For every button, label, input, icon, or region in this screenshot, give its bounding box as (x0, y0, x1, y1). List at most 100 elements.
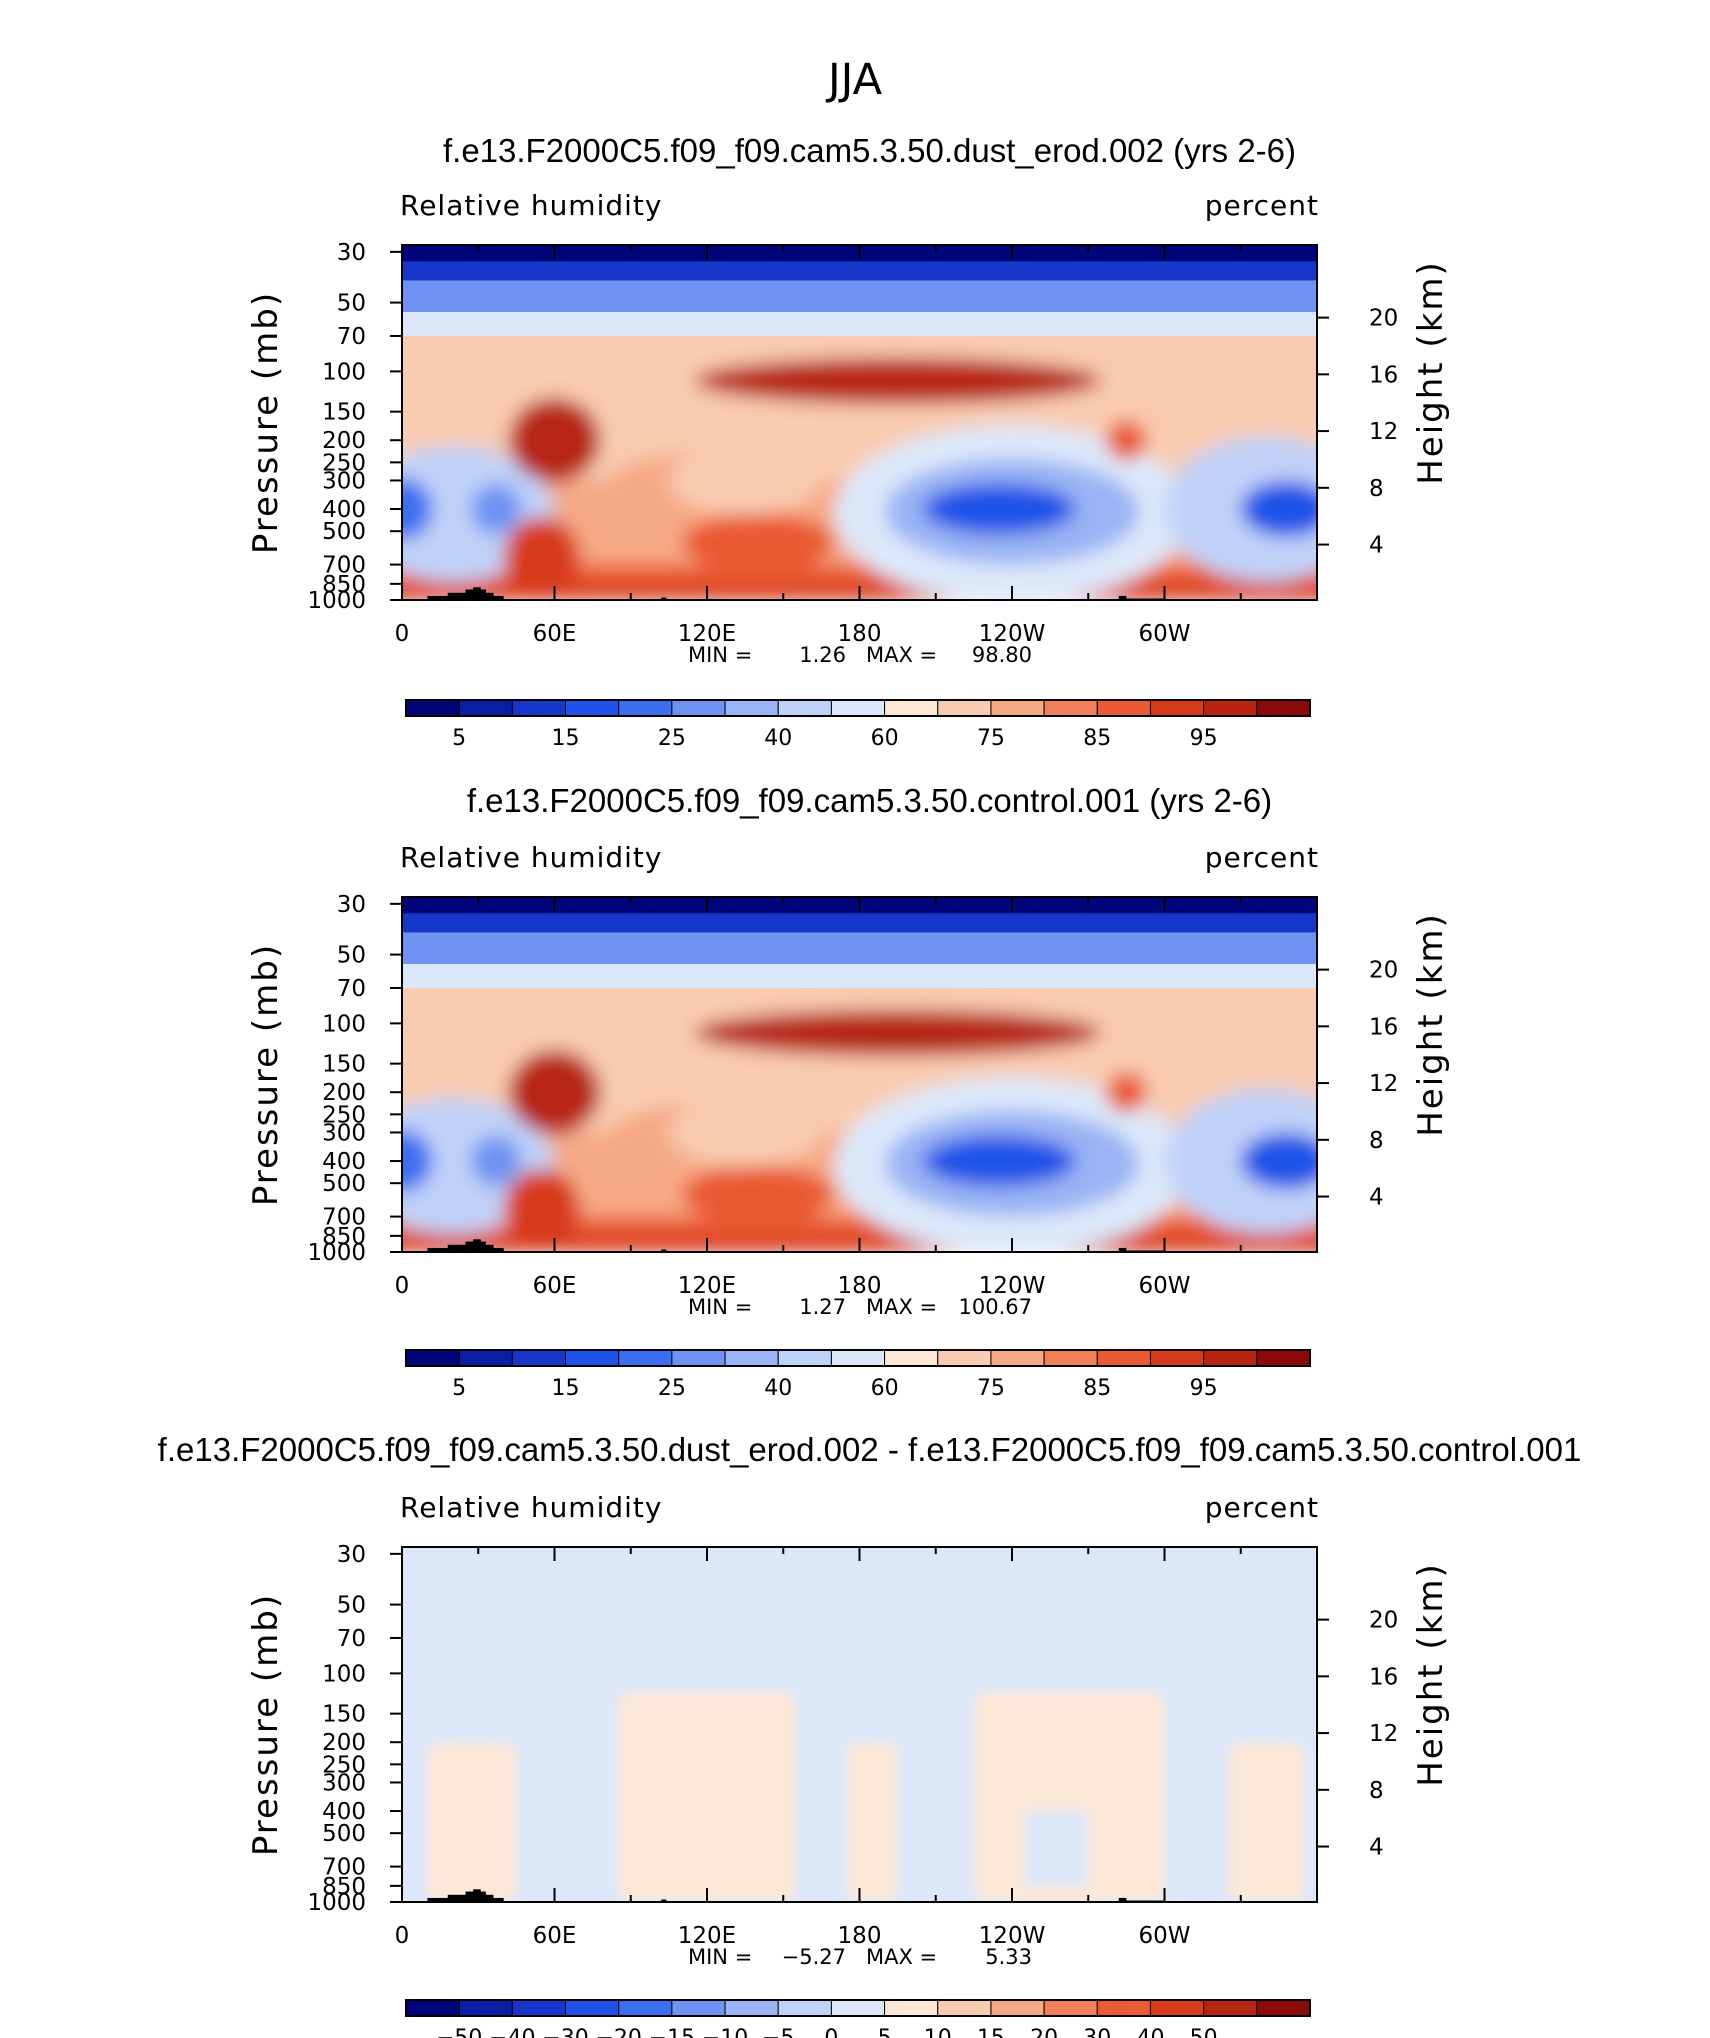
x-tick-label: 60W (1138, 1923, 1190, 1949)
colorbar-label: 85 (1083, 1376, 1111, 1401)
rh-moist-center-india (508, 398, 601, 483)
rh-dry-center-ep (923, 483, 1076, 535)
x-tick-label: 60E (533, 1923, 577, 1949)
terrain-mask (661, 1899, 667, 1902)
rh-moist-column-india (503, 1168, 580, 1250)
colorbar-label: 20 (1030, 2026, 1058, 2038)
y-tick-label: 250 (322, 450, 366, 476)
panel-dust-erod: 5 15 25 40 60 75 85 95f.e13.F2000C5.f09_f09.cam… (246, 132, 1451, 751)
y-tick-label: 50 (337, 1593, 366, 1619)
colorbar-swatch (937, 1999, 992, 2017)
max-label: MAX = (866, 1945, 937, 1969)
y-tick-label-right: 20 (1369, 306, 1398, 332)
colorbar-label: −20 (595, 2026, 641, 2038)
rh-upper-wp (668, 1098, 822, 1167)
y-tick-label: 400 (322, 1799, 366, 1825)
colorbar-label: 75 (977, 726, 1005, 751)
variable-label: Relative humidity (400, 189, 662, 222)
y-tick-label-right: 4 (1369, 1835, 1384, 1861)
y-tick-label: 300 (322, 468, 366, 494)
min-label: MIN = (688, 1945, 752, 1969)
x-tick-label: 0 (395, 1273, 410, 1299)
colorbar-swatch (671, 1349, 726, 1367)
x-tick-label: 60E (533, 1273, 577, 1299)
colorbar-swatch (618, 1349, 673, 1367)
max-label: MAX = (866, 643, 937, 667)
panel-control: 5 15 25 40 60 75 85 95f.e13.F2000C5.f09_f09.cam… (246, 782, 1451, 1401)
x-tick-label: 120E (678, 1273, 736, 1299)
colorbar-swatch (511, 699, 567, 717)
y-tick-label: 100 (322, 359, 366, 385)
x-tick-label: 120E (678, 621, 736, 647)
colorbar-label: 10 (924, 2026, 952, 2038)
x-tick-label: 180 (838, 1273, 882, 1299)
rh-dry-center-35e (470, 1135, 522, 1187)
colorbar-label: 85 (1083, 726, 1111, 751)
x-tick-label: 120W (979, 1273, 1046, 1299)
x-tick-label: 0 (395, 621, 410, 647)
colorbar-swatch (458, 699, 513, 717)
colorbar-swatch (565, 1349, 620, 1367)
x-tick-label: 0 (395, 1923, 410, 1949)
colorbar-swatch (1256, 1999, 1311, 2017)
rh-moist-center-india (508, 1050, 601, 1135)
max-value: 5.33 (985, 1945, 1032, 1969)
rh-dry-center-ep (923, 1135, 1076, 1187)
x-tick-label: 180 (838, 621, 882, 647)
colorbar-frame (405, 699, 1311, 717)
x-tick-label: 120W (979, 1923, 1046, 1949)
colorbar-label: 95 (1190, 726, 1218, 751)
max-value: 100.67 (959, 1295, 1032, 1319)
colorbar-swatch (937, 1349, 992, 1367)
colorbar-label: 15 (552, 726, 580, 751)
y-tick-label: 400 (322, 1149, 366, 1175)
y-tick-label: 150 (322, 1052, 366, 1078)
diff-positive-band (973, 1691, 1165, 1902)
colorbar-label: 0 (824, 2026, 838, 2038)
colorbar-swatch (1203, 1349, 1258, 1367)
rh-moist-center-wp (681, 1165, 835, 1224)
y-tick-label: 50 (337, 943, 366, 969)
colorbar-label: 95 (1190, 1376, 1218, 1401)
colorbar-label: 5 (452, 1376, 466, 1401)
y-tick-label: 70 (337, 1626, 366, 1652)
colorbar-swatch (1043, 1349, 1098, 1367)
y-tick-label: 1000 (307, 1890, 366, 1916)
y-tick-label-right: 16 (1369, 1014, 1398, 1040)
y-tick-label: 1000 (307, 1240, 366, 1266)
variable-label: Relative humidity (400, 1491, 662, 1524)
units-label: percent (1205, 189, 1319, 222)
terrain-mask (661, 1249, 667, 1252)
y-tick-label-right: 20 (1369, 1608, 1398, 1634)
y-tick-label: 500 (322, 1821, 366, 1847)
colorbar-label: 25 (658, 1376, 686, 1401)
y-tick-label-right: 12 (1369, 1721, 1398, 1747)
colorbar-swatch (565, 699, 620, 717)
y-tick-label: 850 (322, 1224, 366, 1250)
y-tick-label: 400 (322, 497, 366, 523)
y-tick-label-right: 4 (1369, 1185, 1384, 1211)
y-tick-label: 500 (322, 519, 366, 545)
y-axis-label-right: Height (km) (1411, 260, 1451, 485)
colorbar-swatch (1256, 699, 1311, 717)
y-tick-label: 30 (337, 1542, 366, 1568)
rh-dry-center-0 (402, 478, 433, 540)
colorbar-swatch (830, 699, 886, 717)
y-tick-label: 100 (322, 1661, 366, 1687)
y-axis-label: Pressure (mb) (246, 1593, 286, 1856)
max-label: MAX = (866, 1295, 937, 1319)
colorbar-label: −40 (489, 2026, 535, 2038)
colorbar-swatch (1149, 699, 1205, 717)
terrain-mask (473, 587, 481, 600)
colorbar-swatch (1096, 1349, 1151, 1367)
y-tick-label: 1000 (307, 588, 366, 614)
terrain-mask (661, 597, 667, 600)
y-tick-label-right: 16 (1369, 1664, 1398, 1690)
colorbar-swatch (990, 699, 1045, 717)
diff-negative-patch (541, 1811, 606, 1892)
y-tick-label: 70 (337, 324, 366, 350)
panel-title: f.e13.F2000C5.f09_f09.cam5.3.50.dust_ero… (158, 1431, 1582, 1468)
figure-title: JJA (825, 55, 883, 105)
y-tick-label-right: 12 (1369, 419, 1398, 445)
diff-positive-band (1228, 1742, 1305, 1902)
